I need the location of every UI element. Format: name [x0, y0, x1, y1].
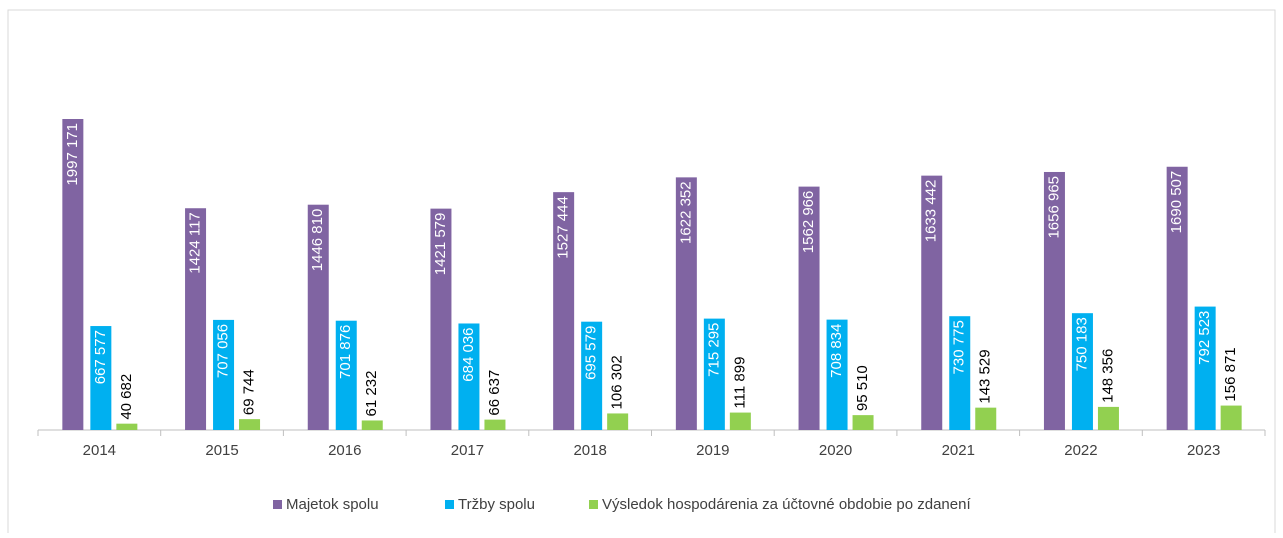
- data-label: 715 295: [705, 323, 722, 377]
- bar: [1097, 406, 1119, 430]
- data-label: 667 577: [92, 330, 109, 384]
- bar: [116, 423, 138, 430]
- bar: [852, 415, 874, 430]
- data-label: 707 056: [215, 324, 232, 378]
- data-label: 143 529: [977, 349, 994, 403]
- bar: [1043, 171, 1065, 430]
- chart-frame: [7, 9, 1276, 533]
- x-tick-label: 2015: [205, 442, 238, 459]
- bar: [949, 316, 971, 430]
- x-tick-label: 2021: [942, 442, 975, 459]
- x-tick-label: 2023: [1187, 442, 1220, 459]
- legend-label: Výsledok hospodárenia za účtovné obdobie…: [602, 496, 971, 513]
- x-tick-label: 2022: [1064, 442, 1097, 459]
- data-label: 111 899: [731, 357, 748, 409]
- data-label: 1446 810: [309, 209, 326, 272]
- bar: [553, 192, 575, 430]
- x-tick-label: 2018: [573, 442, 606, 459]
- bar: [1166, 166, 1188, 431]
- data-label: 1424 117: [187, 212, 204, 273]
- data-label: 750 183: [1073, 317, 1090, 371]
- bar: [581, 321, 603, 430]
- bar: [335, 320, 357, 430]
- data-label: 1656 965: [1045, 176, 1062, 239]
- data-label: 95 510: [854, 365, 871, 411]
- legend-swatch: [589, 500, 598, 509]
- data-label: 1997 171: [64, 123, 81, 186]
- bar: [1071, 313, 1093, 430]
- bar: [921, 175, 943, 430]
- data-label: 695 579: [583, 326, 600, 380]
- legend-label: Tržby spolu: [458, 496, 535, 513]
- data-label: 69 744: [241, 369, 258, 415]
- x-tick-label: 2016: [328, 442, 361, 459]
- data-label: 684 036: [460, 327, 477, 381]
- data-label: 156 871: [1222, 347, 1239, 401]
- bar: [430, 208, 452, 430]
- legend-label: Majetok spolu: [286, 496, 379, 513]
- data-label: 1527 444: [555, 196, 572, 259]
- data-label: 148 356: [1099, 349, 1116, 403]
- bar: [975, 407, 997, 430]
- data-label: 730 775: [951, 320, 968, 374]
- bar: [213, 319, 235, 430]
- data-label: 1690 507: [1168, 171, 1185, 234]
- bar: [90, 326, 112, 430]
- data-label: 1633 442: [923, 180, 940, 243]
- bar: [239, 419, 261, 430]
- x-tick-label: 2019: [696, 442, 729, 459]
- legend-swatch: [273, 500, 282, 509]
- bar: [703, 318, 725, 430]
- data-label: 61 232: [363, 371, 380, 417]
- bar: [307, 204, 329, 430]
- data-label: 40 682: [118, 374, 135, 420]
- data-label: 792 523: [1196, 311, 1213, 365]
- bar: [484, 419, 506, 430]
- data-label: 701 876: [337, 325, 354, 379]
- x-tick-label: 2020: [819, 442, 852, 459]
- bar: [729, 412, 751, 430]
- legend-swatch: [445, 500, 454, 509]
- bar: [675, 177, 697, 430]
- data-label: 708 834: [828, 324, 845, 378]
- data-label: 106 302: [609, 355, 626, 409]
- bar: [826, 319, 848, 430]
- data-label: 1562 966: [800, 191, 817, 254]
- x-tick-label: 2017: [451, 442, 484, 459]
- bar: [62, 119, 84, 430]
- bar: [185, 208, 207, 430]
- bar: [1194, 306, 1216, 430]
- bar: [361, 420, 383, 430]
- data-label: 66 637: [486, 370, 503, 416]
- x-tick-label: 2014: [83, 442, 116, 459]
- bar: [798, 186, 820, 430]
- data-label: 1421 579: [432, 213, 449, 276]
- data-label: 1622 352: [677, 181, 694, 244]
- bar: [458, 323, 480, 430]
- bar: [1220, 405, 1242, 430]
- bar: [607, 413, 629, 430]
